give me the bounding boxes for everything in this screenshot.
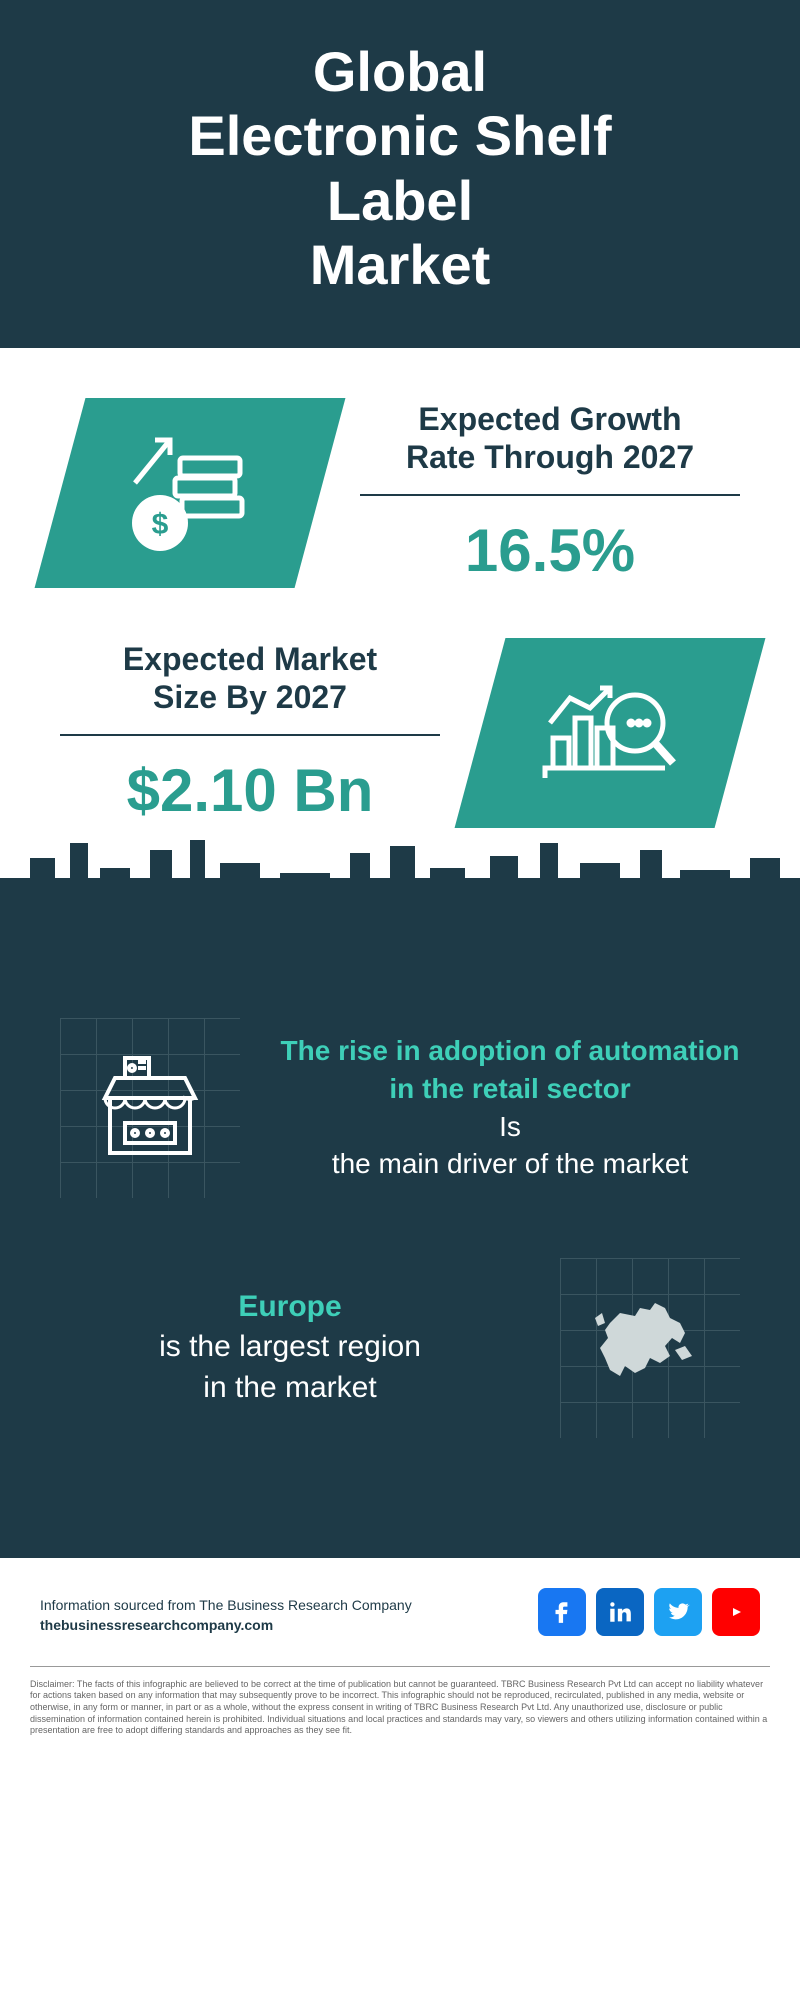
region-text: Europe is the largest region in the mark…	[60, 1287, 520, 1409]
chart-magnify-icon	[535, 668, 685, 798]
size-label-l2: Size By 2027	[153, 679, 347, 715]
title-line4: Market	[310, 233, 491, 296]
footer-source: Information sourced from The Business Re…	[0, 1558, 800, 1656]
title-line1: Global	[313, 40, 487, 103]
social-row	[538, 1588, 760, 1636]
growth-label-l1: Expected Growth	[418, 401, 681, 437]
svg-text:$: $	[152, 508, 169, 541]
growth-value: 16.5%	[360, 516, 740, 585]
region-rest-l2: in the market	[203, 1371, 376, 1404]
region-highlight: Europe	[238, 1290, 341, 1323]
size-stat-row: Expected Market Size By 2027 $2.10 Bn	[60, 638, 740, 828]
twitter-icon[interactable]	[654, 1588, 702, 1636]
page-title: Global Electronic Shelf Label Market	[20, 40, 780, 298]
source-text: Information sourced from The Business Re…	[40, 1596, 412, 1635]
driver-text: The rise in adoption of automation in th…	[280, 1032, 740, 1183]
europe-map-icon	[580, 1288, 720, 1408]
retail-store-icon	[90, 1048, 210, 1168]
driver-block: The rise in adoption of automation in th…	[60, 1018, 740, 1258]
source-url: thebusinessresearchcompany.com	[40, 1617, 273, 1633]
growth-stat-row: $ Expected Growth Rate Through 2027 16.5…	[60, 398, 740, 588]
region-rest-l1: is the largest region	[159, 1330, 421, 1363]
facebook-icon[interactable]	[538, 1588, 586, 1636]
driver-rest: the main driver of the market	[332, 1148, 688, 1179]
youtube-icon[interactable]	[712, 1588, 760, 1636]
driver-icon-grid	[60, 1018, 240, 1198]
growth-label: Expected Growth Rate Through 2027	[360, 400, 740, 497]
size-text: Expected Market Size By 2027 $2.10 Bn	[60, 640, 440, 826]
size-value: $2.10 Bn	[60, 756, 440, 825]
dark-section: The rise in adoption of automation in th…	[0, 1018, 800, 1558]
driver-connector: Is	[499, 1111, 521, 1142]
region-icon-grid	[560, 1258, 740, 1438]
money-growth-icon: $	[120, 428, 260, 558]
growth-label-l2: Rate Through 2027	[406, 439, 694, 475]
title-line3: Label	[327, 169, 473, 232]
source-line: Information sourced from The Business Re…	[40, 1597, 412, 1613]
header: Global Electronic Shelf Label Market	[0, 0, 800, 348]
disclaimer: Disclaimer: The facts of this infographi…	[30, 1666, 770, 1737]
driver-highlight: The rise in adoption of automation in th…	[281, 1035, 740, 1104]
skyline-divider	[0, 898, 800, 1018]
region-block: Europe is the largest region in the mark…	[60, 1258, 740, 1438]
linkedin-icon[interactable]	[596, 1588, 644, 1636]
stats-section: $ Expected Growth Rate Through 2027 16.5…	[0, 348, 800, 898]
growth-icon-box: $	[35, 398, 346, 588]
size-label-l1: Expected Market	[123, 641, 377, 677]
title-line2: Electronic Shelf	[188, 104, 611, 167]
growth-text: Expected Growth Rate Through 2027 16.5%	[360, 400, 740, 586]
size-label: Expected Market Size By 2027	[60, 640, 440, 737]
size-icon-box	[455, 638, 766, 828]
